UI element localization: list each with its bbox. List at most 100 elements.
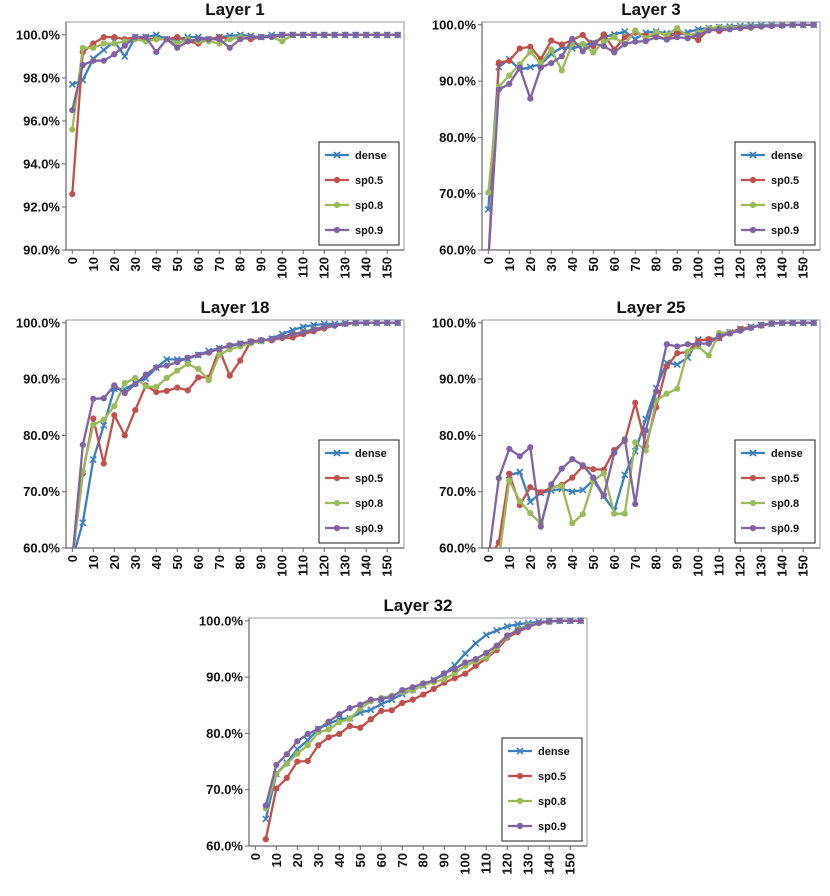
x-tick-label: 140	[775, 555, 790, 577]
x-tick-label: 70	[212, 257, 227, 271]
data-point	[789, 21, 796, 28]
data-point	[506, 72, 513, 79]
data-point	[558, 482, 565, 490]
legend-marker	[516, 772, 524, 780]
x-tick-label: 120	[733, 555, 748, 577]
data-point	[441, 676, 448, 683]
data-point	[132, 33, 139, 41]
data-point	[384, 319, 391, 326]
data-point	[726, 330, 733, 337]
data-point	[558, 53, 565, 60]
data-point	[632, 38, 639, 45]
data-point	[653, 34, 660, 41]
data-point	[472, 662, 479, 669]
data-point	[632, 439, 639, 446]
data-point	[600, 43, 607, 50]
data-point	[90, 421, 97, 428]
y-tick-label: 98.0%	[23, 70, 60, 85]
x-tick-label: 150	[796, 257, 811, 279]
chart-layer-18: Layer 18 60.0% 70.0% 80.0% 90.0% 100.0% 0 10 20 3…	[4, 298, 414, 598]
data-point	[174, 384, 181, 391]
data-point	[279, 31, 286, 39]
data-point	[548, 37, 555, 44]
legend-item-sp0-8: sp0.8	[325, 200, 383, 212]
data-point	[121, 432, 128, 439]
data-point	[621, 28, 629, 36]
chart-svg: Layer 3 60.0% 70.0% 80.0% 90.0% 100.0% 0 10 20 30…	[432, 0, 821, 279]
y-tick-label: 60.0%	[23, 541, 60, 556]
legend-label: sp0.8	[355, 498, 383, 510]
legend-marker	[516, 822, 524, 830]
legend-label: sp0.9	[538, 821, 566, 833]
x-tick-label: 120	[317, 257, 332, 279]
x-tick-label: 130	[338, 257, 353, 279]
y-tick-label: 100.0%	[199, 613, 244, 628]
data-point	[121, 390, 128, 397]
data-point	[506, 57, 513, 64]
data-point	[79, 61, 86, 69]
data-point	[590, 49, 597, 56]
data-point	[673, 360, 681, 369]
data-point	[621, 510, 628, 517]
data-point	[537, 489, 544, 496]
data-point	[357, 724, 364, 731]
data-point	[357, 701, 364, 708]
legend-label: sp0.5	[771, 175, 799, 187]
data-point	[294, 750, 301, 757]
x-tick-label: 100	[458, 853, 473, 875]
data-point	[506, 477, 513, 484]
legend-marker	[333, 474, 341, 482]
data-point	[216, 40, 223, 47]
legend: dense sp0.5 sp0.8 sp0.9	[318, 439, 400, 544]
data-point	[90, 44, 97, 51]
x-tick-label: 60	[191, 555, 206, 569]
data-point	[283, 760, 290, 767]
data-point	[663, 31, 670, 39]
x-tick-label: 110	[479, 853, 494, 874]
y-tick-label: 100.0%	[16, 315, 61, 330]
data-point	[100, 57, 107, 64]
data-point	[279, 38, 286, 45]
data-point	[336, 730, 343, 738]
data-point	[548, 46, 555, 53]
y-tick-label: 90.0%	[439, 372, 476, 387]
legend-item-sp0-9: sp0.9	[741, 523, 799, 535]
legend-item-dense: dense	[325, 150, 387, 162]
y-tick-label: 90.0%	[439, 74, 476, 89]
x-tick-label: 40	[149, 555, 164, 569]
data-point	[430, 685, 437, 693]
legend-box	[318, 141, 400, 246]
data-point	[289, 31, 296, 39]
data-point	[247, 338, 254, 346]
x-tick-label: 120	[500, 853, 515, 875]
data-point	[304, 742, 311, 749]
data-point	[705, 340, 712, 347]
x-tick-label: 80	[649, 257, 664, 271]
data-point	[216, 345, 223, 352]
data-point	[174, 367, 181, 374]
x-tick-label: 120	[733, 257, 748, 279]
data-point	[184, 387, 191, 394]
data-point	[205, 36, 212, 43]
data-point	[716, 332, 723, 339]
data-point	[121, 379, 128, 387]
data-point	[621, 436, 628, 443]
data-point	[695, 31, 702, 39]
data-point	[632, 399, 639, 406]
data-point	[527, 48, 534, 55]
data-point	[90, 395, 97, 402]
data-point	[800, 21, 807, 28]
y-tick-label: 90.0%	[23, 372, 60, 387]
data-point	[310, 326, 317, 333]
data-point	[684, 341, 691, 348]
x-tick-label: 10	[86, 257, 101, 271]
data-point	[611, 510, 618, 517]
data-point	[758, 321, 765, 329]
legend-item-dense: dense	[741, 448, 803, 460]
x-tick-label: 40	[565, 257, 580, 271]
data-point	[121, 52, 129, 60]
data-point	[556, 617, 563, 624]
data-point	[747, 23, 754, 31]
x-tick-label: 130	[754, 257, 769, 279]
